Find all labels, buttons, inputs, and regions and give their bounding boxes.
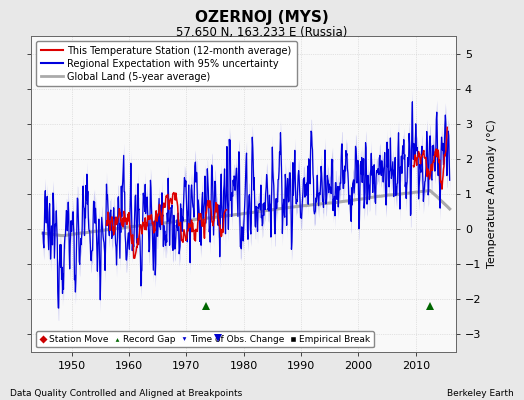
Y-axis label: Temperature Anomaly (°C): Temperature Anomaly (°C) bbox=[487, 120, 497, 268]
Text: 57.650 N, 163.233 E (Russia): 57.650 N, 163.233 E (Russia) bbox=[176, 26, 348, 39]
Text: OZERNOJ (MYS): OZERNOJ (MYS) bbox=[195, 10, 329, 25]
Text: Berkeley Earth: Berkeley Earth bbox=[447, 389, 514, 398]
Text: Data Quality Controlled and Aligned at Breakpoints: Data Quality Controlled and Aligned at B… bbox=[10, 389, 243, 398]
Legend: Station Move, Record Gap, Time of Obs. Change, Empirical Break: Station Move, Record Gap, Time of Obs. C… bbox=[36, 331, 374, 348]
